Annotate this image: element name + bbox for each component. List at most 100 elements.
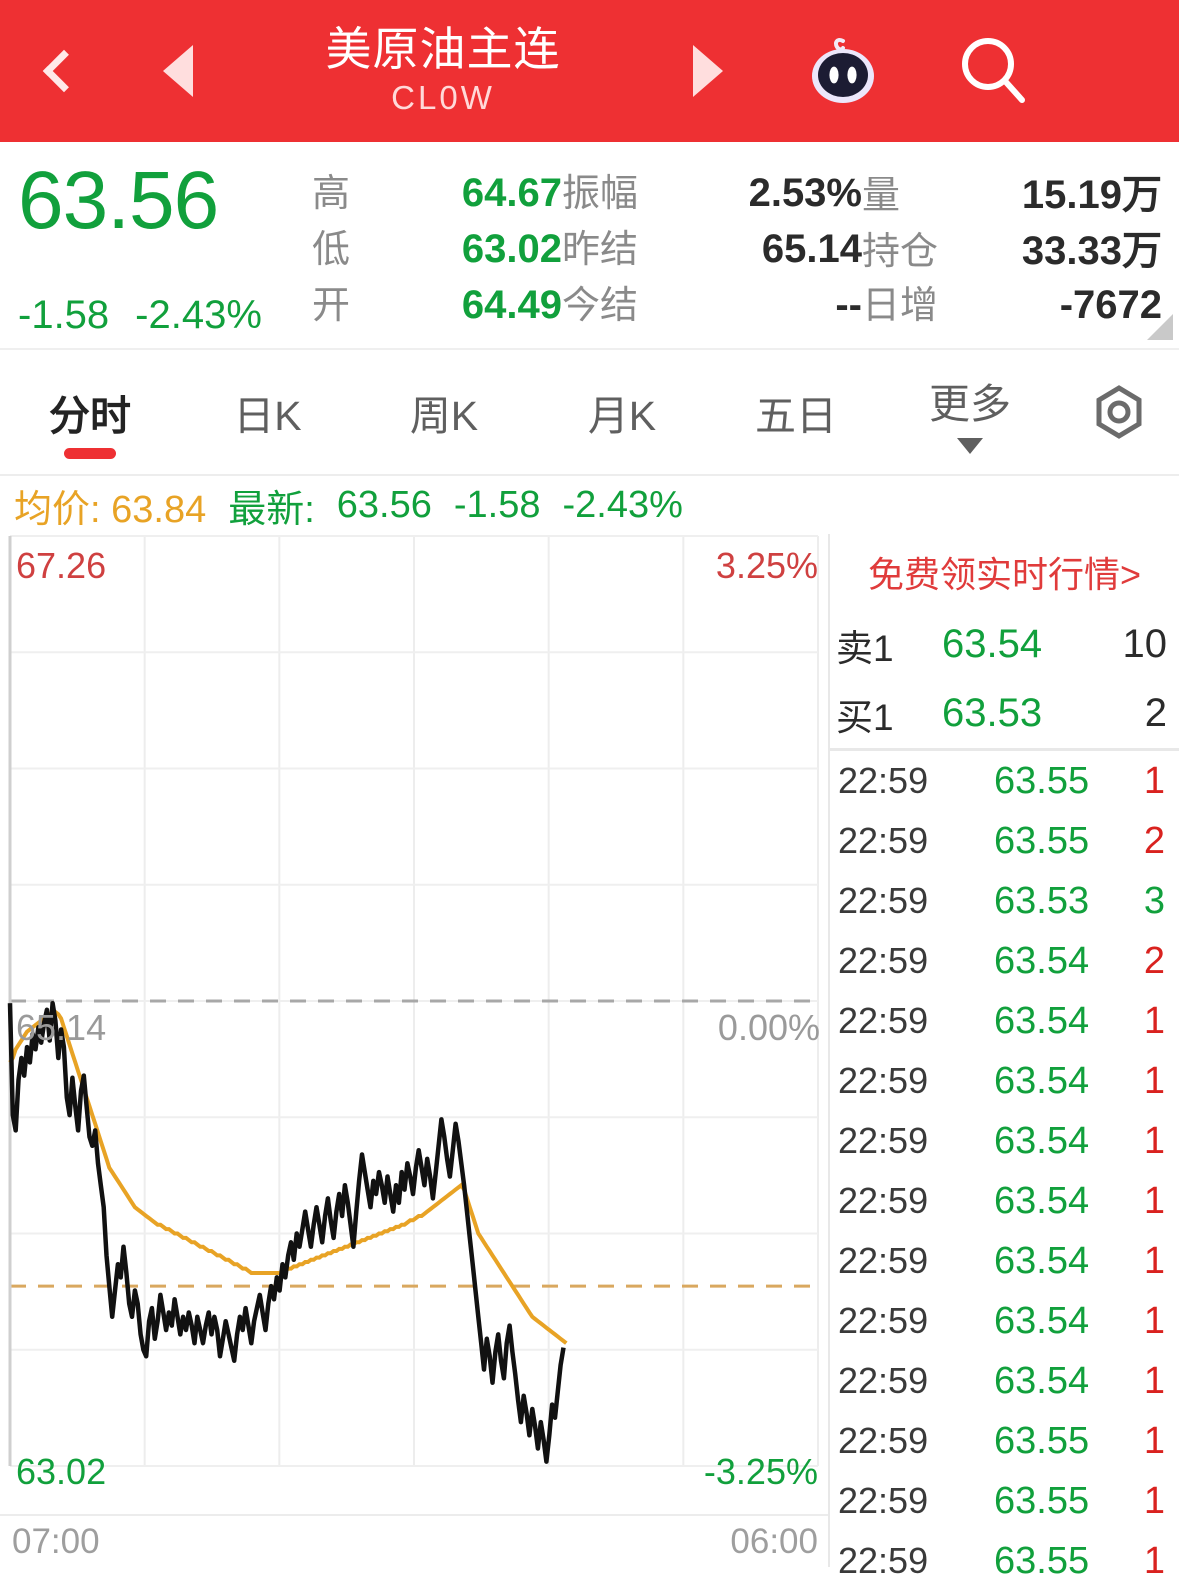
axis-bottom-price: 63.02: [16, 1451, 107, 1492]
tick-time: 22:59: [838, 1420, 929, 1461]
quote-col-high-low-open: 高 64.67 低 63.02 开 64.49: [312, 142, 562, 330]
quote-field-volume: 量 15.19万: [862, 162, 1162, 218]
symbol-title-block[interactable]: 美原油主连 CL0W: [238, 0, 648, 142]
quote-field-amplitude: 振幅 2.53%: [562, 162, 862, 218]
quote-field-low: 低 63.02: [312, 218, 562, 274]
app-header: 美原油主连 CL0W: [0, 0, 1179, 142]
price-change: -1.58: [18, 293, 110, 337]
quote-field-daily-change-oi: 日增 -7672: [862, 274, 1162, 330]
tick-qty: 1: [1143, 759, 1165, 802]
quote-value: 33.33万: [1021, 229, 1162, 273]
ask-qty: 10: [1122, 622, 1168, 666]
quote-label: 昨结: [562, 229, 639, 271]
quote-label: 量: [862, 175, 901, 217]
tick-price: 63.55: [994, 1539, 1090, 1582]
tick-qty: 1: [1143, 1059, 1165, 1102]
intraday-chart[interactable]: 67.26 3.25% 65.14 0.00% 63.02 -3.25%: [0, 534, 828, 1514]
tick-row[interactable]: 22:59 63.55 2: [830, 811, 1179, 871]
tick-qty: 1: [1143, 1479, 1165, 1522]
latest-change-pct: -2.43%: [562, 483, 683, 526]
tick-row[interactable]: 22:59 63.54 1: [830, 1111, 1179, 1171]
triangle-left-icon: [163, 45, 193, 97]
tick-list[interactable]: 22:59 63.55 1 22:59 63.55 2 22:59 63.53 3 22:59 63…: [830, 751, 1179, 1591]
tick-row[interactable]: 22:59 63.54 1: [830, 1051, 1179, 1111]
tick-qty: 3: [1143, 879, 1165, 922]
tick-time: 22:59: [838, 1360, 929, 1401]
tick-row[interactable]: 22:59 63.53 3: [830, 871, 1179, 931]
chevron-down-icon: [957, 438, 983, 454]
prev-symbol-button[interactable]: [118, 0, 238, 142]
tick-price: 63.55: [994, 1479, 1090, 1522]
last-price: 63.56: [18, 155, 219, 246]
search-button[interactable]: [918, 0, 1068, 142]
tick-row[interactable]: 22:59 63.54 1: [830, 1231, 1179, 1291]
tab-more[interactable]: 更多: [881, 349, 1059, 475]
tab-daily-k[interactable]: 日K: [180, 349, 355, 475]
avg-label-text: 均价:: [14, 488, 101, 531]
tick-price: 63.55: [994, 1419, 1090, 1462]
quote-field-prev-settle: 昨结 65.14: [562, 218, 862, 274]
tick-time: 22:59: [838, 1060, 929, 1101]
tick-row[interactable]: 22:59 63.55 1: [830, 1471, 1179, 1531]
tick-price: 63.55: [994, 819, 1090, 862]
time-start-label: 07:00: [12, 1522, 100, 1561]
tick-row[interactable]: 22:59 63.54 1: [830, 1291, 1179, 1351]
tick-row[interactable]: 22:59 63.54 1: [830, 1171, 1179, 1231]
tick-row[interactable]: 22:59 63.54 2: [830, 931, 1179, 991]
bid-qty: 2: [1144, 691, 1167, 735]
chart-canvas: [7, 535, 819, 1467]
next-symbol-button[interactable]: [648, 0, 768, 142]
tab-fenshi[interactable]: 分时: [0, 349, 180, 475]
tick-qty: 1: [1143, 1419, 1165, 1462]
tick-price: 63.54: [994, 1179, 1090, 1222]
latest-change: -1.58: [453, 483, 541, 526]
tick-qty: 1: [1143, 1119, 1165, 1162]
tab-five-day[interactable]: 五日: [711, 349, 881, 475]
tick-row[interactable]: 22:59 63.55 1: [830, 1531, 1179, 1591]
chart-settings-button[interactable]: [1059, 349, 1179, 475]
axis-mid-pct: 0.00%: [717, 1007, 820, 1048]
back-button[interactable]: [0, 0, 118, 142]
tick-price: 63.54: [994, 1359, 1090, 1402]
chevron-left-icon: [42, 49, 86, 93]
tick-time: 22:59: [838, 1540, 929, 1581]
ask-label: 卖1: [836, 627, 894, 669]
robot-assistant-button[interactable]: [768, 0, 918, 142]
tick-row[interactable]: 22:59 63.55 1: [830, 1411, 1179, 1471]
tick-price: 63.54: [994, 1239, 1090, 1282]
quote-label: 低: [312, 229, 351, 271]
quote-panel: 63.56 高 64.67 低 63.02 开 64.49 振幅 2.53% 昨…: [0, 142, 1179, 350]
quote-label: 今结: [562, 285, 639, 327]
tick-time: 22:59: [838, 1300, 929, 1341]
tab-weekly-k[interactable]: 周K: [355, 349, 533, 475]
tick-time: 22:59: [838, 1480, 929, 1521]
quote-value: 65.14: [761, 227, 862, 271]
quote-field-high: 高 64.67: [312, 162, 562, 218]
tick-time: 22:59: [838, 760, 929, 801]
axis-mid-price: 65.14: [16, 1007, 107, 1048]
ask-level-1[interactable]: 卖1 63.54 10: [830, 610, 1179, 679]
bid-level-1[interactable]: 买1 63.53 2: [830, 679, 1179, 748]
realtime-quote-promo-link[interactable]: 免费领实时行情>: [867, 554, 1142, 595]
tick-price: 63.54: [994, 939, 1090, 982]
tick-qty: 1: [1143, 1179, 1165, 1222]
quote-value: 64.49: [461, 283, 562, 327]
quote-field-today-settle: 今结 --: [562, 274, 862, 330]
tick-row[interactable]: 22:59 63.54 1: [830, 1351, 1179, 1411]
symbol-code: CL0W: [391, 79, 495, 117]
quote-label: 持仓: [862, 231, 939, 273]
tick-qty: 1: [1143, 1359, 1165, 1402]
tab-label: 月K: [587, 393, 657, 439]
tick-time: 22:59: [838, 1240, 929, 1281]
ma-latest-bar: 均价: 63.84 最新: 63.56 -1.58 -2.43%: [0, 476, 828, 534]
tick-row[interactable]: 22:59 63.55 1: [830, 751, 1179, 811]
chart-tab-bar: 分时 日K 周K 月K 五日 更多: [0, 350, 1179, 476]
tick-qty: 1: [1143, 999, 1165, 1042]
tick-price: 63.54: [994, 1059, 1090, 1102]
axis-top-pct: 3.25%: [715, 545, 818, 586]
tab-monthly-k[interactable]: 月K: [533, 349, 711, 475]
tick-row[interactable]: 22:59 63.54 1: [830, 991, 1179, 1051]
tick-time: 22:59: [838, 1180, 929, 1221]
quote-field-open-interest: 持仓 33.33万: [862, 218, 1162, 274]
expand-corner-icon[interactable]: [1147, 314, 1173, 340]
